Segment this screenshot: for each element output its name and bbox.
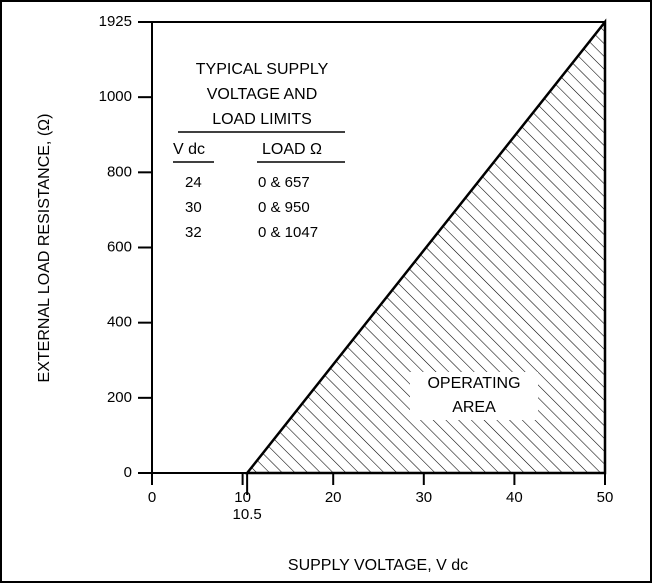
x-axis-label: SUPPLY VOLTAGE, V dc	[288, 557, 468, 574]
table-cell: 32	[185, 224, 202, 241]
y-tick-label: 800	[107, 163, 132, 180]
x-tick-label: 40	[506, 489, 523, 506]
table-cell: 0 & 1047	[258, 224, 318, 241]
table-title: VOLTAGE AND	[207, 86, 318, 103]
y-tick-label: 1925	[99, 13, 132, 30]
annotation: AREA	[452, 399, 496, 416]
y-tick-label: 0	[124, 464, 132, 481]
table-cell: 0 & 950	[258, 199, 310, 216]
y-tick-label: 200	[107, 389, 132, 406]
table-cell: 24	[185, 174, 202, 191]
annotation: OPERATING	[427, 375, 520, 392]
y-tick-label: 600	[107, 238, 132, 255]
x-tick-label: 30	[415, 489, 432, 506]
y-tick-label: 1000	[99, 88, 132, 105]
table-cell: 0 & 657	[258, 174, 310, 191]
y-tick-label: 400	[107, 314, 132, 331]
table-header: V dc	[173, 141, 205, 158]
x-tick-label: 10	[234, 489, 251, 506]
x-tick-label: 0	[148, 489, 156, 506]
table-header: LOAD Ω	[262, 141, 322, 158]
annotation-bg	[410, 372, 538, 420]
table-title: TYPICAL SUPPLY	[196, 61, 329, 78]
x-tick-label: 10.5	[233, 506, 262, 523]
x-tick-label: 20	[325, 489, 342, 506]
table-cell: 30	[185, 199, 202, 216]
table-title: LOAD LIMITS	[212, 111, 312, 128]
x-tick-label: 50	[597, 489, 614, 506]
y-axis-label: EXTERNAL LOAD RESISTANCE, (Ω)	[36, 114, 53, 383]
